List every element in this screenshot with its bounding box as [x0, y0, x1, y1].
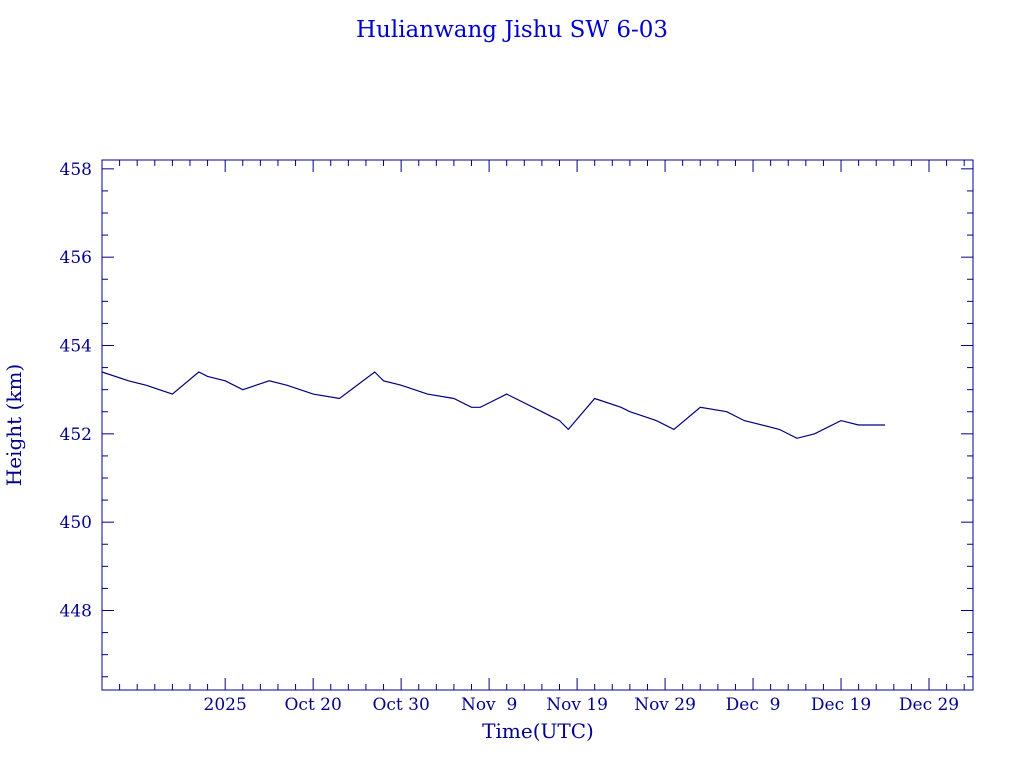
x-tick-label: Dec 29	[899, 695, 959, 715]
x-tick-label: 2025	[204, 695, 247, 715]
y-tick-label: 450	[60, 513, 92, 533]
x-tick-label: Oct 20	[284, 695, 341, 715]
y-tick-labels: 448 450 452 454 456 458	[60, 160, 92, 622]
series-line	[101, 371, 885, 439]
x-tick-label: Dec 19	[811, 695, 871, 715]
x-axis-title: Time(UTC)	[482, 719, 594, 743]
y-tick-label: 448	[60, 602, 92, 622]
y-ticks	[102, 168, 973, 678]
y-axis-title: Height (km)	[2, 364, 26, 486]
x-ticks	[101, 160, 965, 690]
y-tick-label: 454	[60, 337, 92, 357]
chart-title: Hulianwang Jishu SW 6-03	[356, 17, 668, 43]
x-tick-label: Nov 19	[546, 695, 608, 715]
x-tick-labels: 2025 Oct 20 Oct 30 Nov 9 Nov 19 Nov 29 Dec 9 De…	[204, 695, 960, 715]
y-tick-label: 456	[60, 248, 92, 268]
x-tick-label: Nov 9	[461, 695, 517, 715]
x-tick-label: Nov 29	[634, 695, 696, 715]
y-tick-label: 452	[60, 425, 92, 445]
x-tick-label: Dec 9	[726, 695, 781, 715]
plot-frame	[101, 159, 974, 691]
x-tick-label: Oct 30	[372, 695, 429, 715]
y-tick-label: 458	[60, 160, 92, 180]
